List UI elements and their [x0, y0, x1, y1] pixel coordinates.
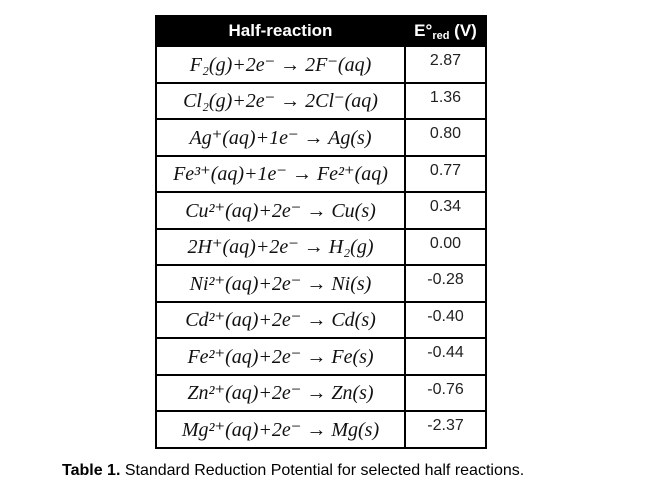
- table-body: F₂(g)+2e⁻ → 2F⁻(aq) 2.87 Cl₂(g)+2e⁻ → 2Cl⁻…: [155, 45, 487, 449]
- reduction-potential-cell: 0.00: [404, 227, 487, 266]
- table-row: Mg²⁺(aq)+2e⁻ → Mg(s) -2.37: [155, 410, 487, 449]
- half-reaction-cell: Ag⁺(aq)+1e⁻ → Ag(s): [155, 118, 406, 157]
- half-reaction-cell: Zn²⁺(aq)+2e⁻ → Zn(s): [155, 373, 406, 412]
- table-row: Cl₂(g)+2e⁻ → 2Cl⁻(aq) 1.36: [155, 81, 487, 120]
- half-reaction-cell: Fe²⁺(aq)+2e⁻ → Fe(s): [155, 337, 406, 376]
- header-half-reaction: Half-reaction: [155, 15, 406, 47]
- table-row: Zn²⁺(aq)+2e⁻ → Zn(s) -0.76: [155, 373, 487, 412]
- table-row: Fe³⁺(aq)+1e⁻ → Fe²⁺(aq) 0.77: [155, 154, 487, 193]
- reduction-potential-cell: -0.40: [404, 300, 487, 339]
- reduction-potential-table: Half-reaction E°red (V) F₂(g)+2e⁻ → 2F⁻(…: [155, 15, 487, 449]
- table-row: Cu²⁺(aq)+2e⁻ → Cu(s) 0.34: [155, 191, 487, 230]
- table-row: Ag⁺(aq)+1e⁻ → Ag(s) 0.80: [155, 118, 487, 157]
- table-row: Cd²⁺(aq)+2e⁻ → Cd(s) -0.40: [155, 300, 487, 339]
- half-reaction-cell: Cu²⁺(aq)+2e⁻ → Cu(s): [155, 191, 406, 230]
- header-potential-subscript: red: [432, 30, 450, 42]
- table-row: Ni²⁺(aq)+2e⁻ → Ni(s) -0.28: [155, 264, 487, 303]
- reduction-potential-cell: -0.28: [404, 264, 487, 303]
- table-row: 2H⁺(aq)+2e⁻ → H₂(g) 0.00: [155, 227, 487, 266]
- reduction-potential-cell: -2.37: [404, 410, 487, 449]
- header-potential-unit: (V): [449, 21, 477, 40]
- reduction-potential-cell: 0.34: [404, 191, 487, 230]
- caption-label: Table 1.: [62, 462, 121, 479]
- half-reaction-cell: 2H⁺(aq)+2e⁻ → H₂(g): [155, 227, 406, 266]
- half-reaction-cell: Cd²⁺(aq)+2e⁻ → Cd(s): [155, 300, 406, 339]
- table-caption: Table 1. Standard Reduction Potential fo…: [62, 462, 524, 480]
- table-header-row: Half-reaction E°red (V): [155, 15, 487, 47]
- half-reaction-cell: Fe³⁺(aq)+1e⁻ → Fe²⁺(aq): [155, 154, 406, 193]
- table-row: Fe²⁺(aq)+2e⁻ → Fe(s) -0.44: [155, 337, 487, 376]
- reduction-potential-cell: -0.76: [404, 373, 487, 412]
- reduction-potential-cell: 0.80: [404, 118, 487, 157]
- reduction-potential-cell: 2.87: [404, 45, 487, 84]
- table-row: F₂(g)+2e⁻ → 2F⁻(aq) 2.87: [155, 45, 487, 84]
- caption-text: Standard Reduction Potential for selecte…: [120, 462, 525, 479]
- half-reaction-cell: Ni²⁺(aq)+2e⁻ → Ni(s): [155, 264, 406, 303]
- half-reaction-cell: Mg²⁺(aq)+2e⁻ → Mg(s): [155, 410, 406, 449]
- reduction-potential-cell: -0.44: [404, 337, 487, 376]
- half-reaction-cell: Cl₂(g)+2e⁻ → 2Cl⁻(aq): [155, 81, 406, 120]
- header-potential-symbol: E°: [414, 21, 433, 40]
- reduction-potential-cell: 0.77: [404, 154, 487, 193]
- header-potential: E°red (V): [404, 15, 487, 47]
- half-reaction-cell: F₂(g)+2e⁻ → 2F⁻(aq): [155, 45, 406, 84]
- reduction-potential-cell: 1.36: [404, 81, 487, 120]
- reduction-potential-table-container: Half-reaction E°red (V) F₂(g)+2e⁻ → 2F⁻(…: [155, 15, 487, 449]
